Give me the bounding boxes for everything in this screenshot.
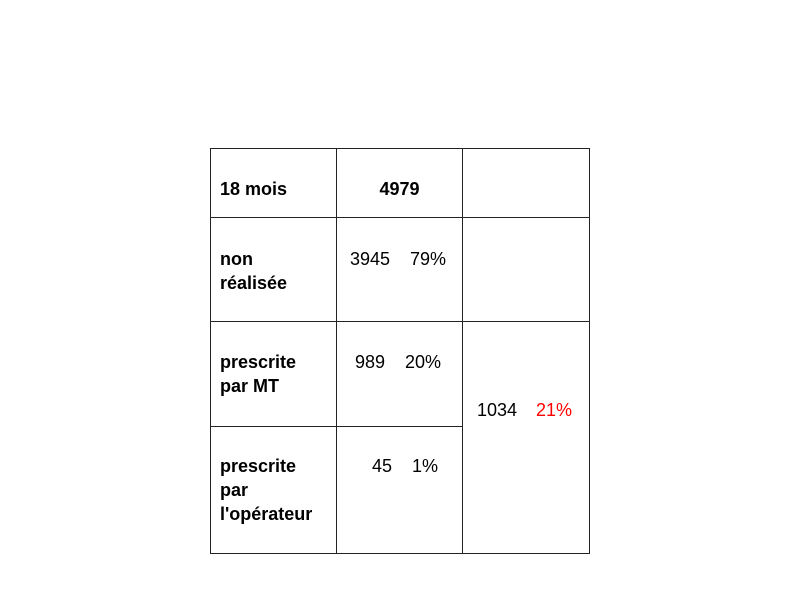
row-percent: 20% (405, 352, 442, 372)
row-label-line: réalisée (220, 273, 288, 293)
row-label-line: prescrite (220, 352, 297, 372)
cell-header-empty (462, 148, 590, 218)
row-percent: 1% (412, 456, 439, 476)
row-count: 3945 (350, 249, 391, 269)
cell-merged (462, 321, 590, 554)
row-count: 989 (355, 352, 386, 372)
row-label-line: par (220, 480, 249, 500)
cell-row3-value (336, 426, 463, 554)
header-label: 18 mois (220, 179, 288, 199)
row-label-line: l'opérateur (220, 504, 313, 524)
cell-row1-empty (462, 217, 590, 322)
row-label-line: par MT (220, 376, 280, 396)
row-count: 45 (372, 456, 393, 476)
merged-percent: 21% (536, 400, 573, 420)
row-label-line: non (220, 249, 253, 269)
cell-row2-value (336, 321, 463, 427)
row-percent: 79% (410, 249, 447, 269)
merged-count: 1034 (477, 400, 518, 420)
row-label-line: prescrite (220, 456, 297, 476)
header-total: 4979 (379, 179, 420, 199)
